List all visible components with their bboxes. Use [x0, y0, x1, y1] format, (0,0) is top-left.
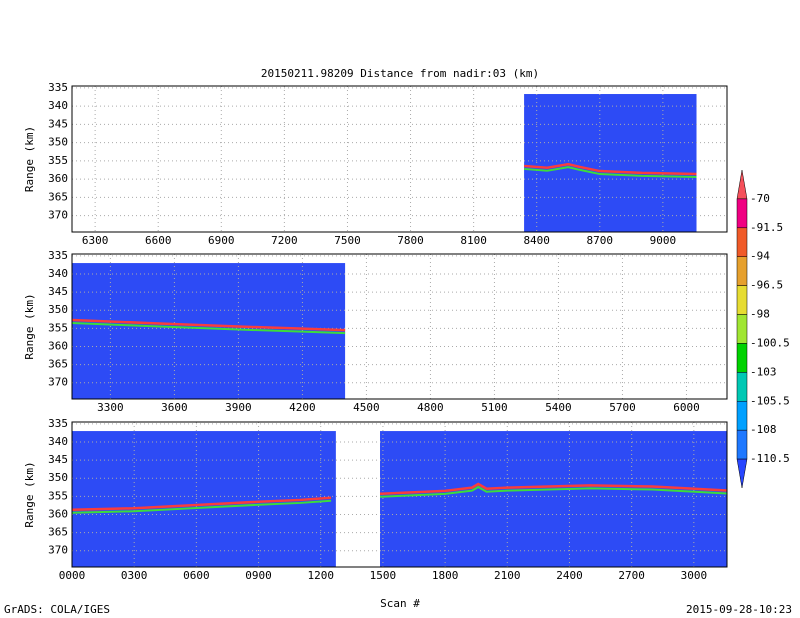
y-tick-label: 335 [48, 417, 68, 430]
colorbar-label: -96.5 [750, 279, 783, 292]
surface-shadow [524, 166, 697, 178]
colorbar-label: -91.5 [750, 221, 783, 234]
y-tick-label: 365 [48, 358, 68, 371]
colorbar-band [736, 401, 748, 431]
panel-frame [71, 421, 728, 568]
chart-title: 20150211.98209 Distance from nadir:03 (k… [261, 67, 539, 80]
y-tick-label: 345 [48, 117, 68, 130]
x-tick-label: 8400 [523, 234, 550, 247]
y-tick-label: 350 [48, 136, 68, 149]
y-tick-label: 345 [48, 453, 68, 466]
panel-frame [71, 253, 728, 400]
y-tick-label: 360 [48, 339, 68, 352]
y-tick-label: 355 [48, 489, 68, 502]
x-tick-label: 3000 [681, 569, 708, 582]
y-tick-label: 340 [48, 435, 68, 448]
x-tick-label: 5700 [609, 401, 636, 414]
x-tick-label: 8700 [587, 234, 614, 247]
y-tick-label: 370 [48, 209, 68, 222]
x-tick-label: 5100 [481, 401, 508, 414]
y-tick-label: 335 [48, 81, 68, 94]
colorbar-band [736, 169, 748, 200]
x-tick-label: 5400 [545, 401, 572, 414]
colorbar-band [736, 227, 748, 257]
y-tick-label: 360 [48, 507, 68, 520]
x-tick-label: 1200 [307, 569, 334, 582]
data-block [72, 431, 336, 567]
y-tick-label: 370 [48, 376, 68, 389]
plot-area [72, 422, 727, 567]
x-tick-label: 6000 [673, 401, 700, 414]
x-tick-label: 6900 [208, 234, 235, 247]
surface-line [72, 318, 346, 332]
colorbar-band [736, 198, 748, 229]
colorbar-label: -110.5 [750, 452, 790, 465]
colorbar-band [736, 285, 748, 315]
colorbar-band [736, 458, 748, 489]
x-tick-label: 3300 [97, 401, 124, 414]
colorbar-band [736, 256, 748, 286]
surface-line [523, 162, 697, 176]
panel-frame [71, 85, 728, 233]
colorbar-label: -108 [750, 423, 777, 436]
footer-right: 2015-09-28-10:23 [686, 603, 792, 616]
surface-shadow [72, 321, 346, 335]
colorbar-band [736, 314, 748, 344]
x-tick-label: 4500 [353, 401, 380, 414]
x-tick-label: 1800 [432, 569, 459, 582]
x-tick-label: 0000 [59, 569, 86, 582]
x-tick-label: 2400 [556, 569, 583, 582]
x-tick-label: 6300 [82, 234, 109, 247]
x-tick-label: 3900 [225, 401, 252, 414]
y-tick-label: 335 [48, 249, 68, 262]
y-axis-label: Range (km) [23, 126, 36, 192]
x-tick-label: 0900 [245, 569, 272, 582]
surface-shadow [72, 485, 727, 514]
y-tick-label: 360 [48, 172, 68, 185]
plot-area [72, 86, 727, 232]
y-tick-label: 355 [48, 154, 68, 167]
x-tick-label: 0600 [183, 569, 210, 582]
data-block [380, 431, 727, 567]
plot-area [72, 254, 727, 399]
y-tick-label: 355 [48, 321, 68, 334]
colorbar-label: -94 [750, 250, 770, 263]
y-tick-label: 350 [48, 303, 68, 316]
colorbar-label: -100.5 [750, 336, 790, 349]
x-tick-label: 4200 [289, 401, 316, 414]
surface-line [72, 482, 727, 511]
x-tick-label: 7800 [397, 234, 424, 247]
y-tick-label: 350 [48, 471, 68, 484]
y-axis-label: Range (km) [23, 461, 36, 527]
x-tick-label: 6600 [145, 234, 172, 247]
x-tick-label: 2100 [494, 569, 521, 582]
colorbar-band [736, 372, 748, 402]
y-tick-label: 365 [48, 526, 68, 539]
x-tick-label: 1500 [370, 569, 397, 582]
x-tick-label: 0300 [121, 569, 148, 582]
y-tick-label: 345 [48, 285, 68, 298]
colorbar-label: -98 [750, 308, 770, 321]
x-tick-label: 7200 [271, 234, 298, 247]
colorbar-label: -70 [750, 192, 770, 205]
y-tick-label: 340 [48, 99, 68, 112]
data-block [524, 94, 697, 232]
x-tick-label: 9000 [650, 234, 677, 247]
x-tick-label: 4800 [417, 401, 444, 414]
x-tick-label: 8100 [460, 234, 487, 247]
x-axis-label: Scan # [380, 597, 420, 610]
colorbar-band [736, 343, 748, 373]
colorbar-label: -105.5 [750, 394, 790, 407]
y-axis-label: Range (km) [23, 293, 36, 359]
x-tick-label: 3600 [161, 401, 188, 414]
colorbar-band [736, 429, 748, 460]
y-tick-label: 365 [48, 190, 68, 203]
y-tick-label: 370 [48, 544, 68, 557]
colorbar-label: -103 [750, 365, 777, 378]
footer-left: GrADS: COLA/IGES [4, 603, 110, 616]
x-tick-label: 7500 [334, 234, 361, 247]
x-tick-label: 2700 [618, 569, 645, 582]
y-tick-label: 340 [48, 267, 68, 280]
